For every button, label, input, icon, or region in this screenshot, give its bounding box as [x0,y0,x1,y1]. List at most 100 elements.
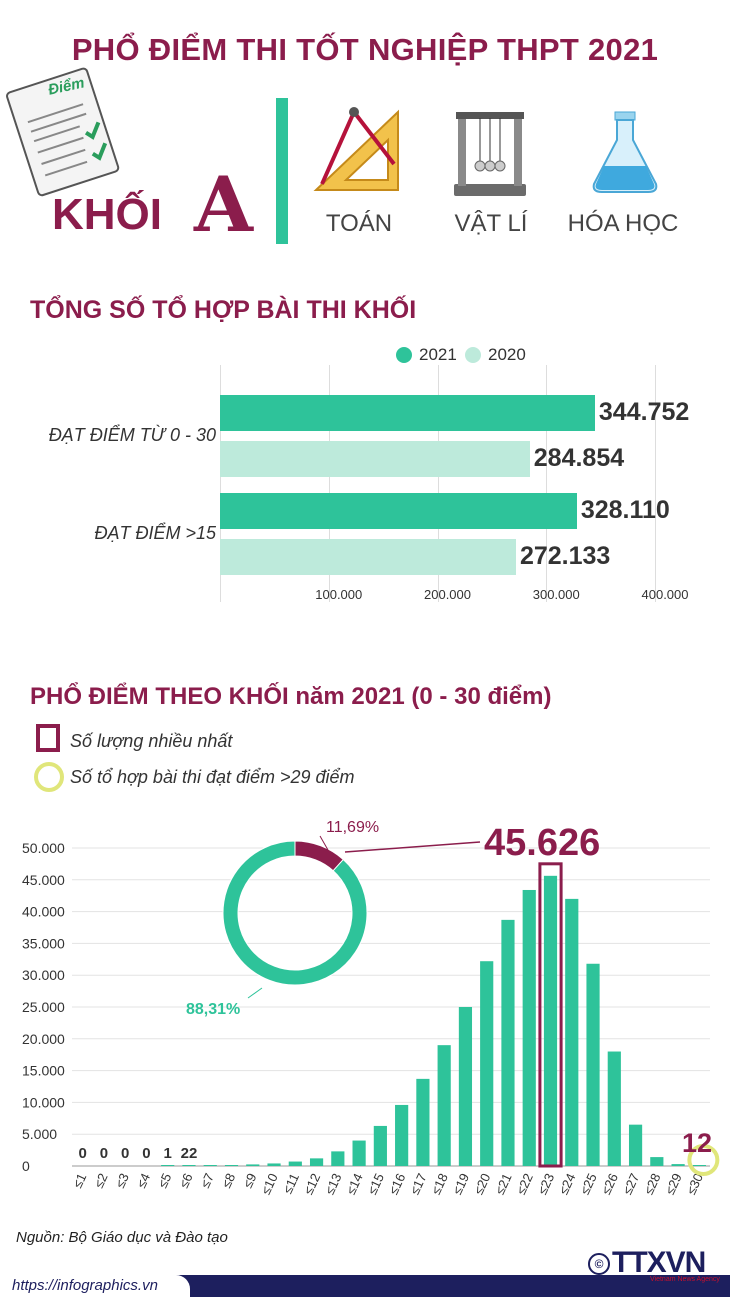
x-tick-label: 100.000 [315,587,363,602]
legend-above29-label: Số tổ hợp bài thi đạt điểm >29 điểm [70,767,355,787]
bar-score-20 [480,961,494,1166]
bar-score-7 [203,1165,217,1166]
x-tick-label: ≤19 [449,1171,472,1197]
bar-score-12 [309,1158,324,1166]
x-tick-label: ≤27 [620,1171,643,1197]
bar-score-10 [267,1163,281,1166]
x-tick-label: ≤29 [662,1171,685,1197]
legend-2020-swatch [465,347,481,363]
above29-value-callout: 12 [682,1128,713,1158]
x-tick-label: ≤26 [598,1171,621,1197]
gridline-x [655,365,656,602]
bar-score-23 [543,875,558,1166]
gridline-x [546,365,548,602]
y-tick-label: 10.000 [22,1094,65,1110]
x-tick-label: ≤18 [428,1171,451,1197]
bar-score-11 [288,1161,302,1166]
gridline-x [220,365,221,602]
bar-data-label: 22 [181,1145,198,1162]
bar-score-19 [458,1007,473,1166]
x-tick-label: ≤7 [197,1171,217,1190]
bar-score-8 [224,1165,239,1166]
section2-title: PHỔ ĐIỂM THEO KHỐI năm 2021 (0 - 30 điểm… [30,683,552,710]
x-tick-label: ≤5 [155,1171,175,1190]
bar-data-label: 0 [121,1145,129,1162]
bar-data-label: 0 [78,1145,86,1162]
gridline-x [328,365,330,602]
x-tick-label: ≤6 [176,1171,196,1190]
bar-score-5 [161,1165,175,1166]
category-label: ĐẠT ĐIỂM >15 [94,523,216,543]
donut-label-1: 11,69% [326,819,379,836]
bar-score-26 [607,1051,621,1166]
bar-score-18 [437,1045,451,1166]
bar-value-label: 272.133 [519,542,611,570]
legend-2020-label: 2020 [488,345,526,364]
bar-score-9 [246,1164,260,1166]
khoi-label: KHỐI [52,190,162,239]
bar-value-label: 284.854 [533,444,625,472]
bar-score-29 [671,1164,685,1166]
khoi-letter: A [194,160,253,249]
y-tick-label: 15.000 [22,1063,65,1079]
x-tick-label: ≤20 [471,1171,494,1197]
x-tick-label: ≤2 [91,1171,111,1190]
bar-data-label: 0 [100,1145,108,1162]
donut-slice-2 [222,840,368,986]
y-tick-label: 30.000 [22,967,65,983]
x-tick-label: ≤3 [112,1171,132,1190]
flask-icon [592,111,658,193]
legend-2021-swatch [396,347,412,363]
donut-leader-1 [319,835,329,851]
y-tick-label: 20.000 [22,1031,65,1047]
x-tick-label: ≤1 [70,1171,90,1190]
bar-score-30 [692,1165,706,1166]
bar-2020 [220,539,516,575]
bar-score-17 [416,1078,430,1166]
logo-subtitle: Vietnam News Agency [650,1276,720,1283]
y-tick-label: 35.000 [22,935,65,951]
x-tick-label: 400.000 [641,587,689,602]
y-tick-label: 25.000 [22,999,65,1015]
bar-score-24 [565,898,579,1166]
above29-highlight-circle [687,1144,720,1176]
bar-data-label: 0 [142,1145,150,1162]
score-paper-icon [6,67,120,197]
x-tick-label: ≤25 [577,1171,600,1197]
donut-leader-2 [247,987,263,999]
max-highlight-box [538,862,563,1168]
y-tick-label: 5.000 [22,1126,57,1142]
legend-2021-label: 2021 [419,345,457,364]
bar-score-22 [522,889,536,1166]
x-tick-label: ≤23 [534,1171,557,1197]
callout-leader [344,841,481,853]
y-tick-label: 50.000 [22,840,65,856]
max-value-callout: 45.626 [484,822,601,864]
bar-score-27 [628,1124,643,1166]
bar-score-21 [501,919,515,1166]
footer-url[interactable]: https://infographics.vn [0,1275,190,1297]
x-tick-label: 300.000 [532,587,580,602]
pendulum-icon [454,112,526,196]
source-note: Nguồn: Bộ Giáo dục và Đào tạo [16,1229,228,1246]
donut-label-2: 88,31% [186,1001,240,1018]
x-tick-label: ≤10 [258,1171,281,1197]
ruler-compass-icon [313,107,399,191]
x-tick-label: ≤13 [322,1171,345,1197]
x-tick-label: ≤24 [556,1171,579,1197]
score-distribution-chart: 0 5.000 10.000 15.000 20.000 25.000 30.000 35.0… [22,819,720,1197]
x-tick-label: ≤8 [219,1171,239,1190]
subject-hoa-hoc: HÓA HỌC [567,210,679,237]
bar-2020 [220,441,530,477]
legend-max-label: Số lượng nhiều nhất [70,731,233,751]
bar-score-16 [395,1104,409,1166]
x-tick-label: 200.000 [424,587,471,602]
bar-2021 [220,395,595,431]
subject-vat-li: VẬT LÍ [454,210,528,237]
x-tick-label: ≤28 [641,1171,664,1197]
bar-score-14 [352,1140,366,1166]
bar-score-13 [331,1151,345,1166]
x-tick-label: ≤21 [492,1171,515,1197]
bar-score-28 [650,1157,664,1166]
bar-2021 [220,493,577,529]
